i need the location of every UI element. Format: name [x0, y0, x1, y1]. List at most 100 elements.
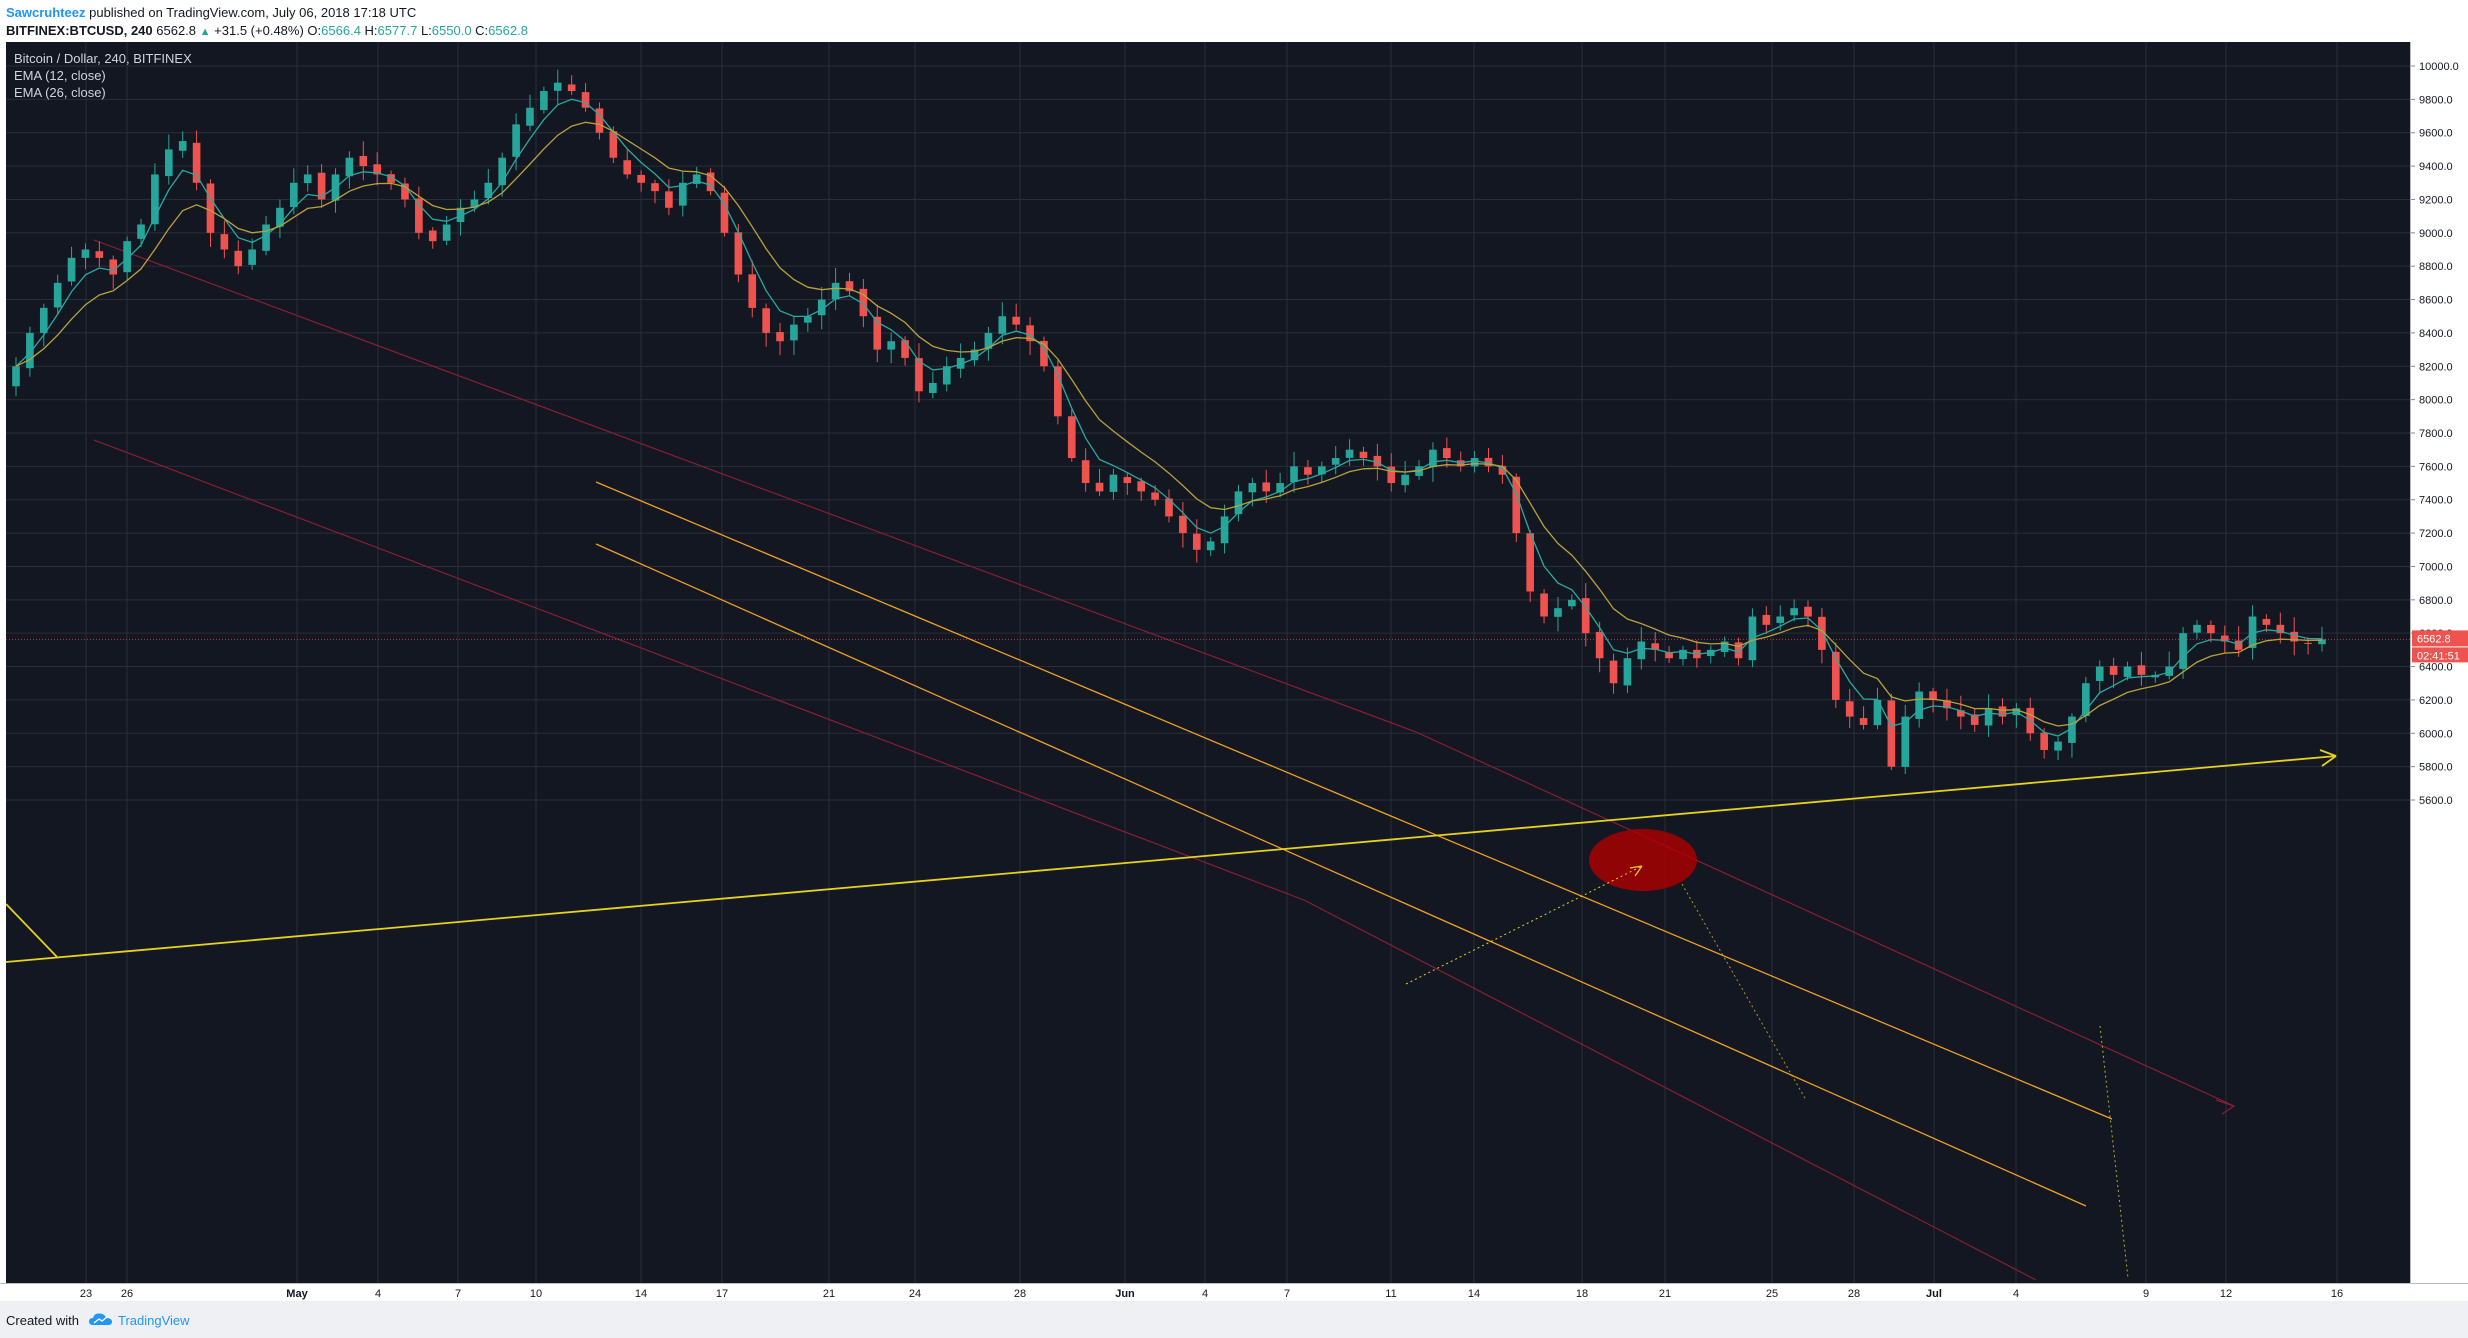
candle-body [206, 183, 215, 233]
candle-body [1831, 651, 1840, 700]
price-badge [2412, 630, 2468, 647]
candle-body [415, 198, 423, 233]
candle-body [1970, 714, 1979, 725]
candle-body [567, 84, 576, 92]
candle-body [678, 182, 687, 206]
candle-body [748, 274, 757, 308]
candle-body [2179, 633, 2187, 669]
candle-body [373, 164, 382, 175]
candle-body [1179, 515, 1187, 534]
candle-body [1054, 366, 1062, 417]
candle-body [1026, 325, 1034, 342]
candle-body [803, 316, 812, 323]
y-tick-label: 8800.0 [2419, 261, 2453, 273]
candle-body [1331, 458, 1340, 465]
candle-body [317, 172, 326, 200]
x-tick-label: 17 [716, 1288, 728, 1300]
x-tick-label: Jun [1115, 1288, 1135, 1300]
projection-up-arrow-icon [1629, 865, 1643, 877]
projection-up-line [1405, 865, 1643, 985]
candle-body [428, 230, 437, 242]
candle-body [1679, 649, 1687, 660]
x-tick-label: 7 [1284, 1288, 1290, 1300]
x-tick-label: 16 [2331, 1288, 2343, 1300]
candle-body [220, 234, 229, 250]
time-axis-svg: 23 26 May 4 7 10 14 17 21 24 28 Jun 4 7 11 14 18 21 25 28 Ju… [80, 1288, 2343, 1300]
candle-body [2304, 642, 2312, 644]
candle-body [609, 131, 618, 158]
candle-body [2123, 666, 2132, 677]
tradingview-cloud-icon[interactable] [88, 1312, 114, 1331]
candle-body [2193, 624, 2201, 633]
candle-body [303, 174, 312, 184]
x-tick-label: 10 [530, 1288, 542, 1300]
time-axis[interactable]: 23 26 May 4 7 10 14 17 21 24 28 Jun 4 7 11 14 18 21 25 28 Ju… [0, 1283, 2468, 1302]
price-change: +31.5 (+0.48%) [214, 23, 304, 38]
candle-body [1304, 467, 1312, 475]
candle-body [720, 192, 729, 233]
candle-body [1873, 699, 1882, 726]
x-tick-label: 28 [1848, 1288, 1860, 1300]
y-tick-label: 5600.0 [2419, 795, 2453, 807]
candle-body [623, 160, 632, 175]
x-tick-label: 21 [823, 1288, 835, 1300]
projection-down-line [1681, 883, 1807, 1101]
candle-body [123, 241, 131, 273]
x-tick-label: 14 [1468, 1288, 1480, 1300]
candle-body [1845, 701, 1854, 717]
countdown-label: 02:41:51 [2417, 650, 2460, 662]
trendline-arrow-icon [2319, 749, 2337, 767]
price-axis[interactable]: 10200.010000.09800.09600.09400.09200.090… [2410, 28, 2468, 1283]
candle-body [1540, 593, 1548, 617]
y-tick-label: 8000.0 [2419, 395, 2453, 407]
y-tick-label: 7200.0 [2419, 528, 2453, 540]
candle-body [1734, 642, 1743, 659]
candle-body [1206, 541, 1215, 551]
y-tick-label: 7600.0 [2419, 461, 2453, 473]
x-tick-label: 12 [2220, 1288, 2232, 1300]
chart-svg[interactable] [5, 32, 2410, 1283]
candle-body [2248, 616, 2257, 648]
candle-body [915, 358, 923, 392]
candle-body [1929, 691, 1937, 700]
x-tick-label: 18 [1576, 1288, 1588, 1300]
y-tick-label: 7000.0 [2419, 561, 2453, 573]
candle-body [1262, 482, 1271, 492]
ema26-line [15, 121, 2323, 727]
x-tick-label: 24 [909, 1288, 921, 1300]
tradingview-link[interactable]: TradingView [118, 1313, 190, 1328]
red-channel-lower [93, 439, 1305, 901]
candle-body [1040, 340, 1048, 367]
y-tick-label: 5800.0 [2419, 762, 2453, 774]
candle-body [2207, 624, 2215, 634]
red-channel-upper-ext [1415, 731, 2235, 1107]
candle-body [790, 324, 798, 341]
candle-body [1887, 700, 1896, 767]
candle-body [651, 183, 659, 192]
candle-body [164, 149, 173, 177]
symbol-line: BITFINEX:BTCUSD, 240 6562.8 ▲ +31.5 (+0.… [6, 23, 528, 38]
candle-body [95, 251, 104, 258]
last-price: 6562.8 [156, 23, 197, 38]
y-tick-label: 9000.0 [2419, 228, 2453, 240]
candle-body [1081, 460, 1090, 484]
candle-body [859, 288, 868, 317]
candle-body [1665, 652, 1673, 659]
candle-body [1429, 449, 1437, 468]
candle-body [1387, 466, 1396, 484]
candle-body [1276, 483, 1284, 493]
candle-body [2137, 665, 2146, 675]
legend-title: Bitcoin / Dollar, 240, BITFINEX [14, 51, 192, 66]
candle-body [1220, 516, 1229, 544]
candle-body [151, 174, 159, 225]
chart-plot-area[interactable] [5, 32, 2410, 1283]
candle-body [1345, 449, 1354, 458]
y-tick-label: 6800.0 [2419, 595, 2453, 607]
candle-body [1776, 616, 1785, 623]
author-link[interactable]: Sawcruhteez [6, 5, 86, 20]
candle-body [1762, 614, 1771, 625]
y-tick-label: 8400.0 [2419, 328, 2453, 340]
candle-body [873, 316, 882, 350]
x-tick-label: 14 [635, 1288, 647, 1300]
legend-ema12: EMA (12, close) [14, 68, 106, 83]
